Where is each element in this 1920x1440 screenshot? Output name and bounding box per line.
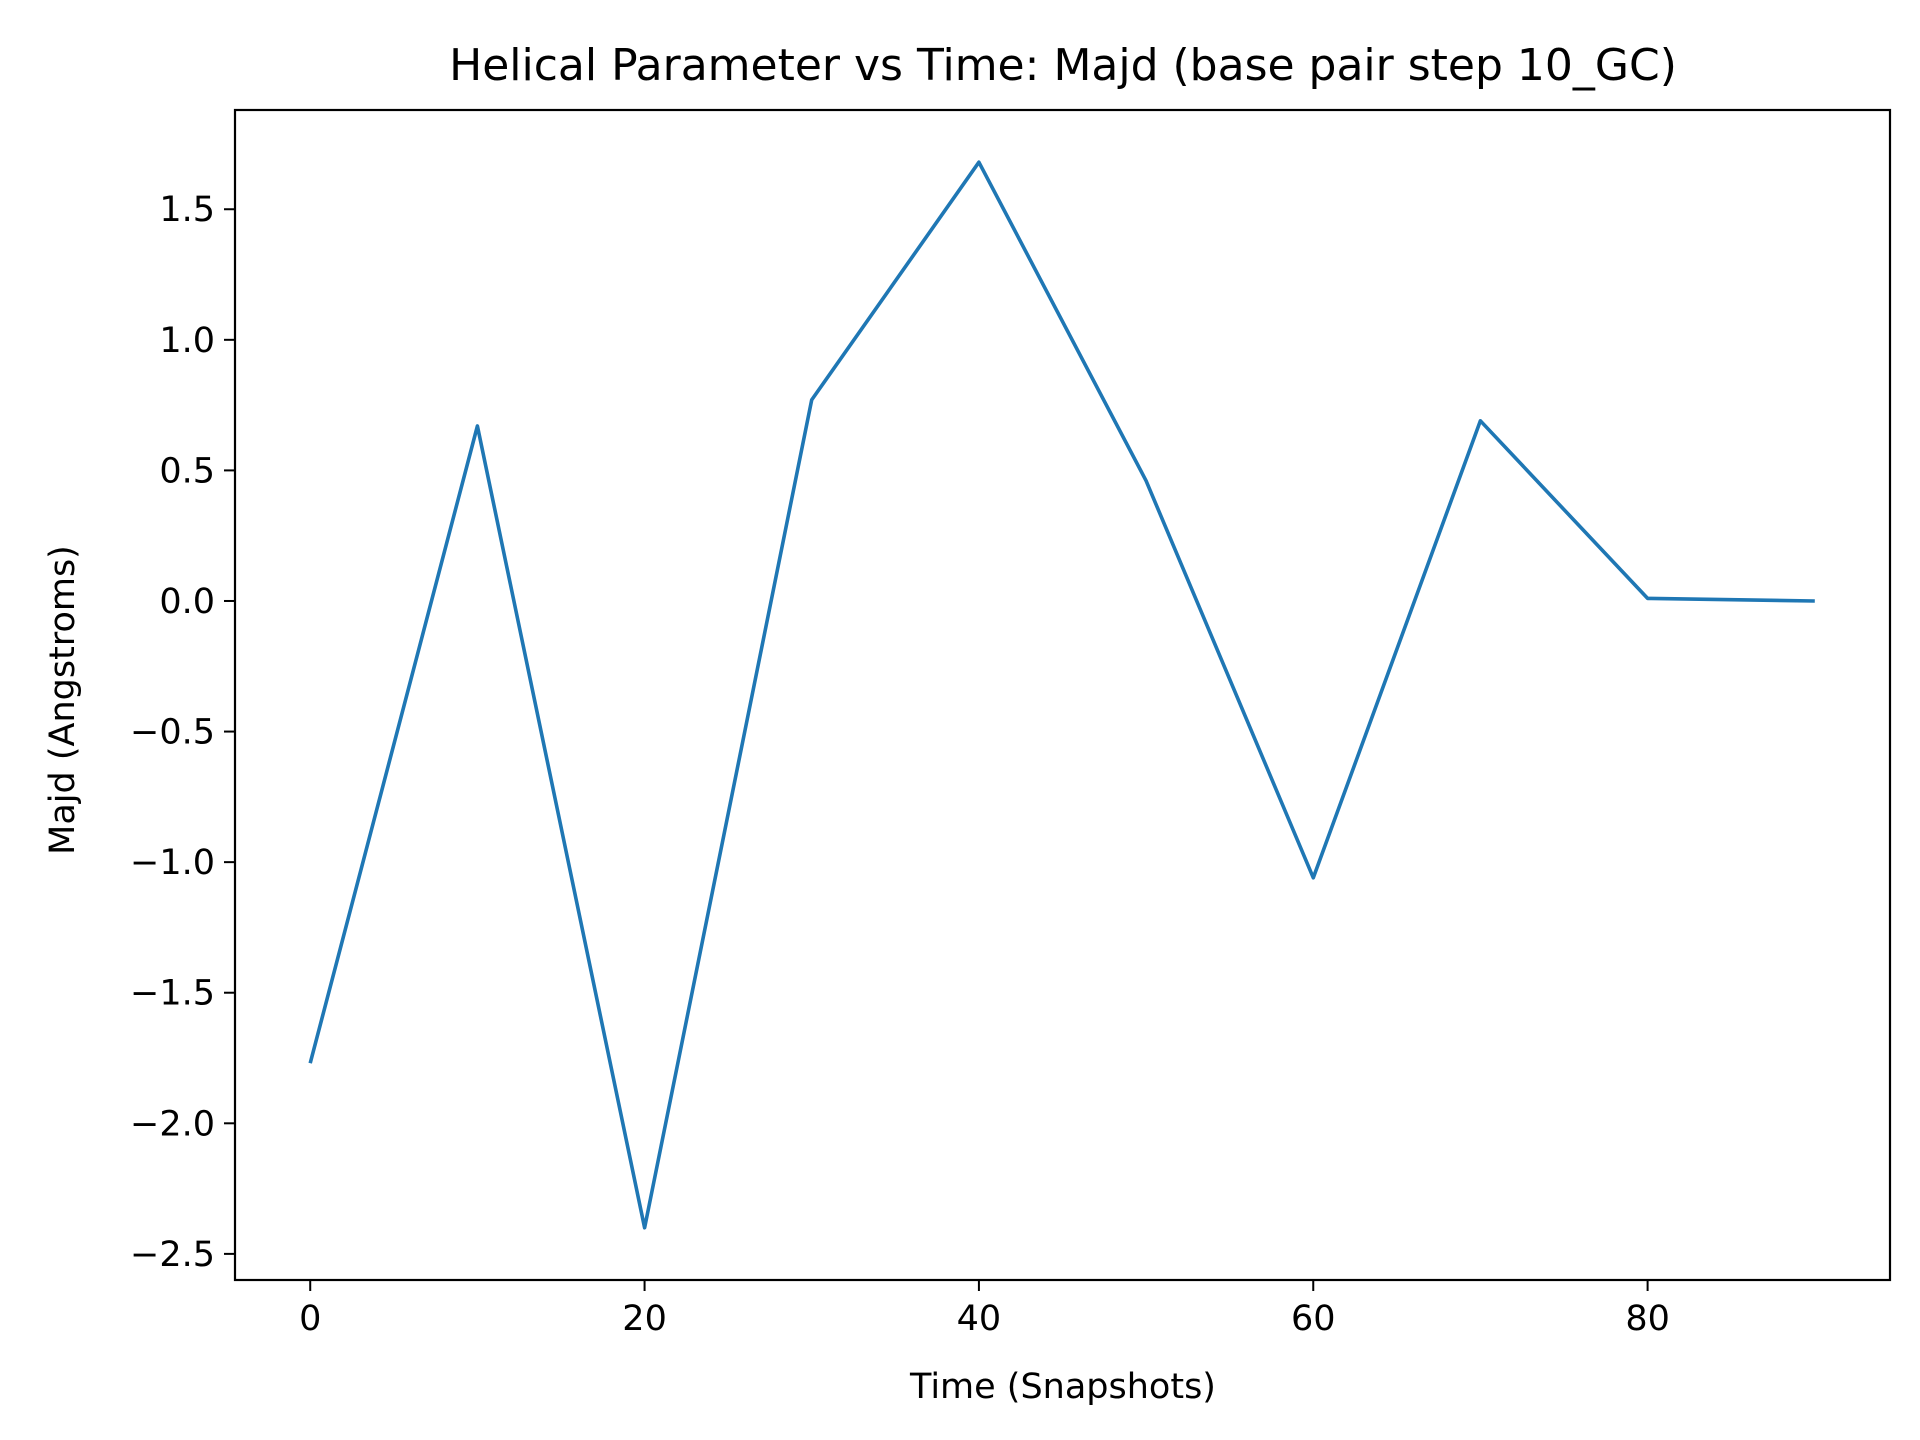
y-tick-label: 1.5 [159, 190, 215, 230]
x-axis: 0 20 40 60 80 [299, 1280, 1670, 1339]
x-axis-label: Time (Snapshots) [909, 1367, 1216, 1407]
plot-area [308, 160, 1815, 1230]
y-tick-label: −1.5 [130, 974, 215, 1014]
x-tick-label: 20 [622, 1299, 667, 1339]
chart-title: Helical Parameter vs Time: Majd (base pa… [449, 40, 1677, 91]
y-tick-label: −2.5 [130, 1235, 215, 1275]
series-line-0 [308, 160, 1815, 1230]
y-axis-label: Majd (Angstroms) [43, 545, 83, 855]
x-tick-label: 80 [1625, 1299, 1670, 1339]
y-tick-label: −1.0 [130, 843, 215, 883]
x-tick-label: 60 [1291, 1299, 1336, 1339]
y-tick-label: 1.0 [159, 321, 215, 361]
y-tick-label: 0.0 [159, 582, 215, 622]
y-tick-label: 0.5 [159, 451, 215, 491]
x-tick-label: 0 [299, 1299, 321, 1339]
y-tick-label: −2.0 [130, 1104, 215, 1144]
y-axis: −2.5 −2.0 −1.5 −1.0 −0.5 0.0 0.5 1.0 1.5 [130, 190, 235, 1275]
y-tick-label: −0.5 [130, 713, 215, 753]
plot-frame [233, 108, 1892, 1282]
x-tick-label: 40 [957, 1299, 1002, 1339]
